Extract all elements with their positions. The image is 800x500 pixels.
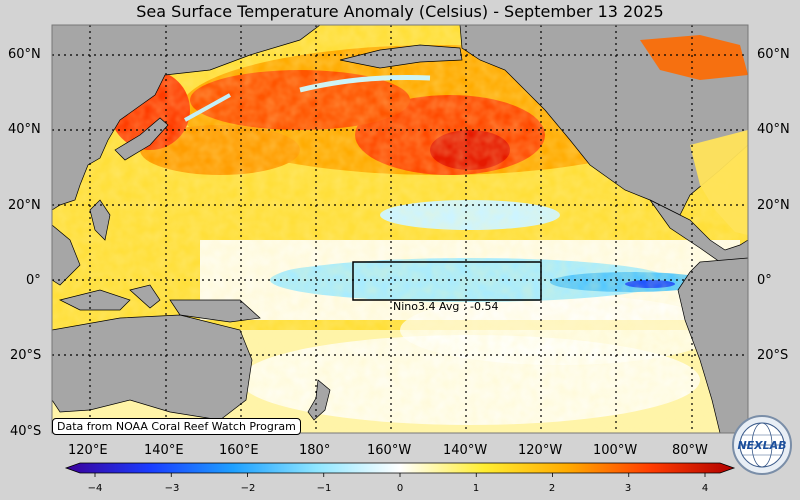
lon-label-80w: 80°W — [672, 443, 708, 458]
central-america-landmass — [649, 199, 748, 263]
japan-landmass — [114, 117, 169, 161]
lon-label-180: 180° — [299, 443, 331, 458]
lon-label-100w: 100°W — [593, 443, 638, 458]
lon-label-160w: 160°W — [367, 443, 412, 458]
nexlab-globe-logo-icon: NEXLAB — [732, 415, 792, 475]
lat-label-left-20n: 20°N — [8, 198, 41, 213]
colorbar-label-neg3: −3 — [164, 483, 180, 494]
lat-lon-grid — [52, 25, 748, 433]
colorbar-label-1: 1 — [472, 483, 480, 494]
map-title: Sea Surface Temperature Anomaly (Celsius… — [136, 2, 664, 21]
indochina-landmass — [52, 224, 81, 286]
logo-text: NEXLAB — [737, 439, 786, 452]
lat-label-right-20s: 20°S — [757, 348, 789, 363]
sulawesi-landmass — [129, 284, 161, 309]
colorbar-label-2: 2 — [548, 483, 556, 494]
colorbar-label-neg1: −1 — [316, 483, 332, 494]
lon-label-120w: 120°W — [518, 443, 563, 458]
colorbar-label-3: 3 — [624, 483, 632, 494]
lat-label-right-0: 0° — [757, 273, 772, 288]
australia-landmass — [52, 314, 253, 421]
lon-label-140w: 140°W — [443, 443, 488, 458]
new-guinea-landmass — [169, 299, 261, 323]
nino34-average-label: Nino3.4 Avg : -0.54 — [393, 300, 499, 313]
lat-label-right-40n: 40°N — [757, 122, 790, 137]
alaska-landmass — [339, 44, 463, 69]
lon-label-140e: 140°E — [144, 443, 184, 458]
colorbar-label-4: 4 — [701, 483, 709, 494]
colorbar-label-neg2: −2 — [240, 483, 256, 494]
atlantic-anomaly-patch — [690, 130, 748, 235]
lat-label-right-60n: 60°N — [757, 47, 790, 62]
borneo-sumatra-landmass — [58, 289, 131, 311]
philippines-landmass — [89, 199, 111, 241]
colorbar — [64, 462, 736, 474]
lat-label-left-40s: 40°S — [10, 424, 42, 439]
lon-label-120e: 120°E — [68, 443, 108, 458]
lat-label-left-0: 0° — [26, 273, 41, 288]
map-frame — [51, 24, 749, 434]
lat-label-left-20s: 20°S — [10, 348, 42, 363]
south-america-landmass — [677, 257, 748, 433]
lat-label-left-40n: 40°N — [8, 122, 41, 137]
hudson-bay-anomaly-patch — [640, 35, 748, 80]
colorbar-label-0: 0 — [396, 483, 404, 494]
lon-label-160e: 160°E — [219, 443, 259, 458]
colorbar-ticks — [94, 473, 706, 477]
data-credit: Data from NOAA Coral Reef Watch Program — [52, 418, 301, 435]
lat-label-left-60n: 60°N — [8, 47, 41, 62]
colorbar-label-neg4: −4 — [87, 483, 103, 494]
nino34-region-box — [352, 261, 542, 301]
lat-label-right-20n: 20°N — [757, 198, 790, 213]
